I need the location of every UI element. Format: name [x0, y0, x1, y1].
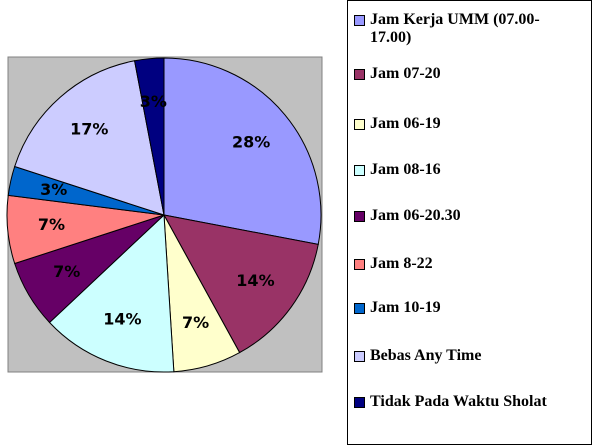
legend-swatch — [354, 397, 365, 408]
legend-label: Tidak Pada Waktu Sholat — [370, 393, 547, 410]
legend-swatch — [354, 69, 365, 80]
legend-item: Bebas Any Time — [354, 347, 570, 365]
legend-swatch — [354, 259, 365, 270]
legend-swatch — [354, 119, 365, 130]
legend-swatch — [354, 15, 365, 26]
legend-label: Jam 06-19 — [370, 115, 441, 132]
legend-swatch — [354, 303, 365, 314]
legend-label: Jam 07-20 — [370, 65, 441, 82]
data-label: 3% — [40, 180, 67, 199]
data-label: 14% — [103, 310, 141, 329]
pie-slice — [163, 214, 319, 354]
legend-label: Jam 8-22 — [370, 255, 433, 272]
pie-slice — [48, 213, 175, 373]
legend-swatch — [354, 351, 365, 362]
data-label: 7% — [53, 262, 80, 281]
legend-item: Jam 06-20.30 — [354, 207, 570, 225]
pie-slice — [14, 60, 165, 216]
legend-item: Jam 10-19 — [354, 299, 570, 317]
legend-label: Jam Kerja UMM (07.00-17.00) — [370, 11, 540, 46]
data-label: 3% — [140, 92, 167, 111]
legend-swatch — [354, 211, 365, 222]
legend-item: Jam 07-20 — [354, 65, 570, 83]
data-label: 7% — [38, 215, 65, 234]
legend-label: Bebas Any Time — [370, 347, 482, 364]
legend-item: Tidak Pada Waktu Sholat — [354, 393, 570, 411]
data-label: 28% — [232, 132, 270, 151]
pie-slice — [133, 57, 165, 216]
data-label: 14% — [236, 271, 274, 290]
pie-slice — [163, 57, 322, 246]
legend-label: Jam 10-19 — [370, 299, 441, 316]
legend: Jam Kerja UMM (07.00-17.00) Jam 07-20 Jam … — [347, 0, 592, 445]
data-label: 17% — [70, 120, 108, 139]
legend-item: Jam Kerja UMM (07.00-17.00) — [354, 11, 570, 47]
data-label: 7% — [182, 313, 209, 332]
legend-item: Jam 06-19 — [354, 115, 570, 133]
legend-swatch — [354, 165, 365, 176]
legend-label: Jam 06-20.30 — [370, 207, 461, 224]
legend-label: Jam 08-16 — [370, 161, 441, 178]
legend-item: Jam 8-22 — [354, 255, 570, 273]
legend-item: Jam 08-16 — [354, 161, 570, 179]
chart: 28% 14% 7% 14% 7% 7% 3% 17% 3% — [6, 56, 323, 373]
